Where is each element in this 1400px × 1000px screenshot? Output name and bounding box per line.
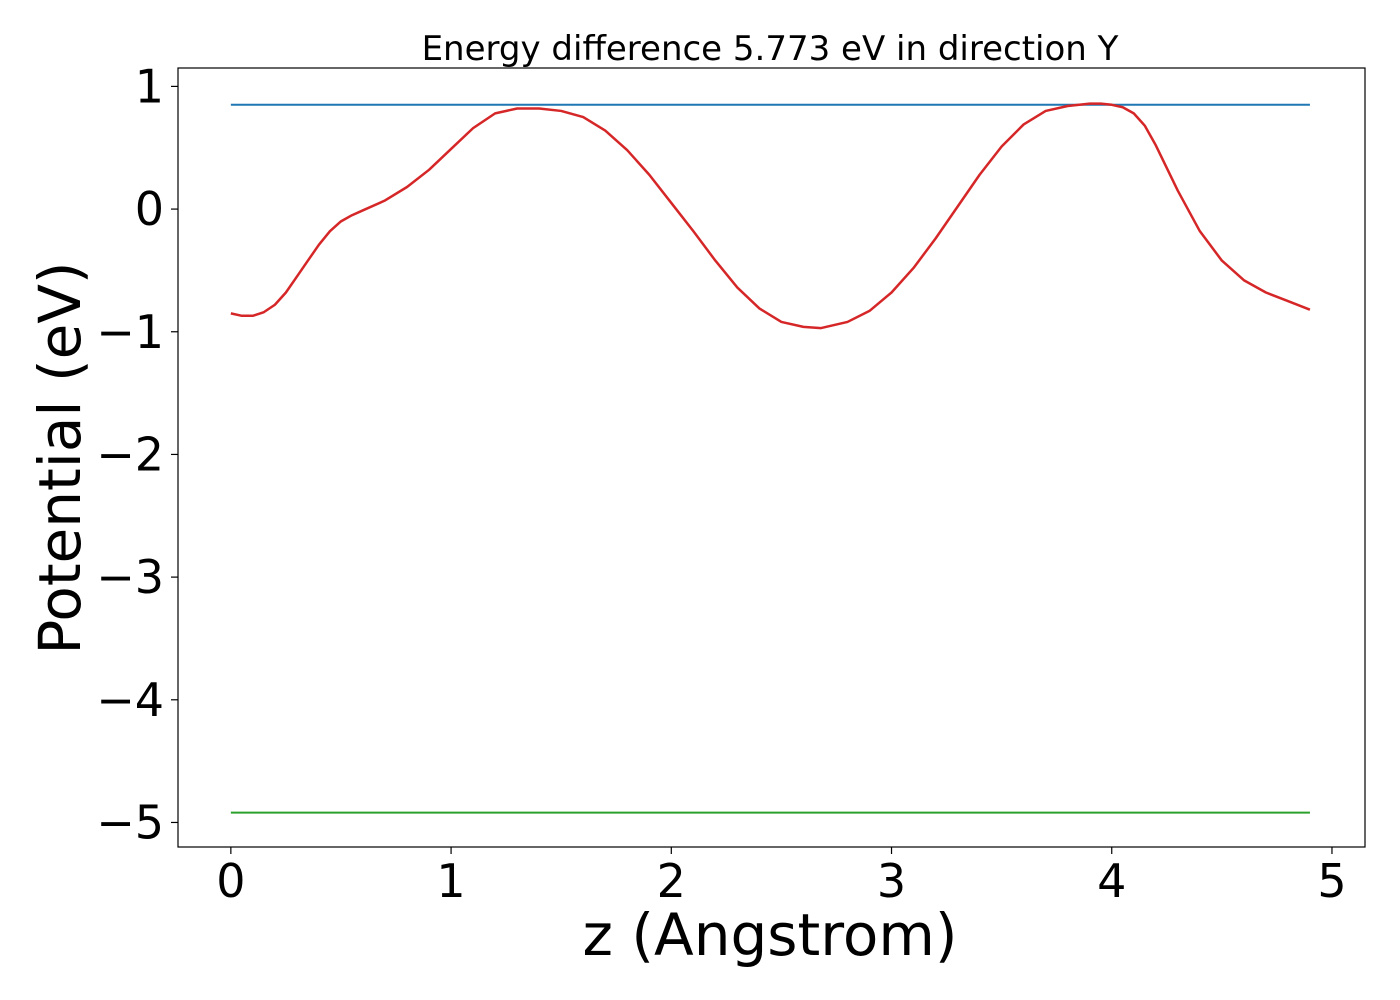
- y-tick-label-5: −4: [96, 673, 164, 727]
- chart-title: Energy difference 5.773 eV in direction …: [422, 29, 1119, 69]
- x-tick-label-3: 3: [877, 854, 906, 908]
- y-axis-label: Potential (eV): [26, 261, 94, 654]
- x-axis-label: z (Angstrom): [583, 901, 958, 969]
- y-tick-label-2: −1: [96, 305, 164, 359]
- x-tick-label-1: 1: [436, 854, 465, 908]
- y-tick-label-1: 0: [135, 182, 164, 236]
- y-tick-label-3: −2: [96, 427, 164, 481]
- x-tick-label-0: 0: [216, 854, 245, 908]
- y-tick-label-0: 1: [135, 59, 164, 113]
- x-tick-label-2: 2: [657, 854, 686, 908]
- x-tick-label-4: 4: [1097, 854, 1126, 908]
- plot-frame: [177, 67, 1366, 848]
- y-tick-label-4: −3: [96, 550, 164, 604]
- plot-area: 0 1 2 3 4 5 1 0 −1 −2 −3 −4 −5: [96, 59, 1366, 908]
- series-line-2-curve: [230, 102, 1311, 330]
- x-tick-label-5: 5: [1317, 854, 1346, 908]
- y-tick-label-6: −5: [96, 795, 164, 849]
